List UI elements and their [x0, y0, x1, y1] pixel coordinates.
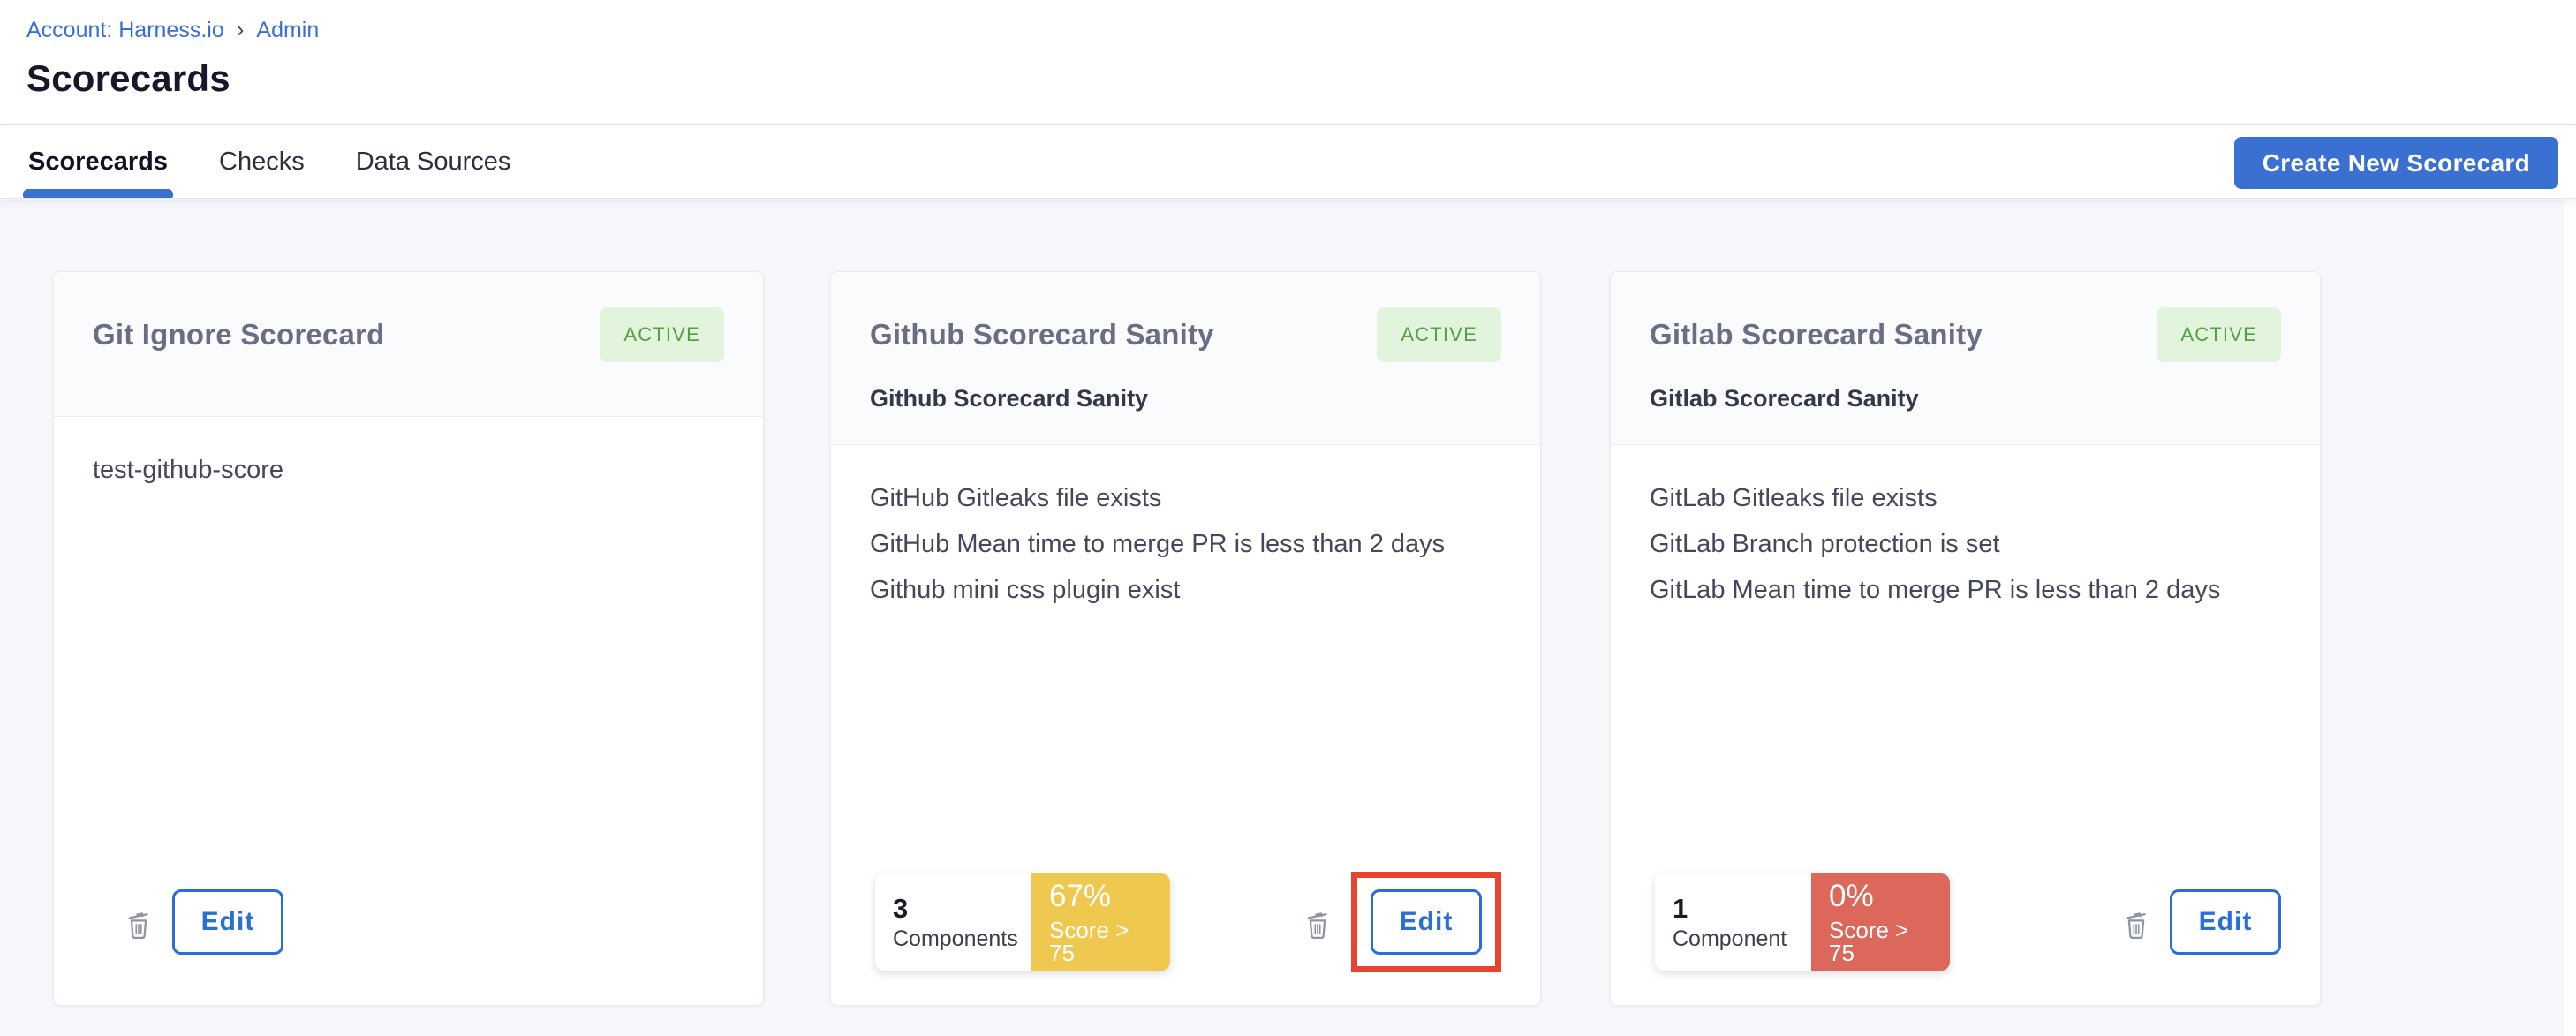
- scorecard-title: Github Scorecard Sanity: [870, 318, 1214, 351]
- score-percent: 67%: [1049, 878, 1112, 913]
- card-header: Github Scorecard Sanity ACTIVE Github Sc…: [831, 272, 1540, 445]
- annotation-highlight-box: Edit: [1351, 872, 1501, 972]
- content-area: Git Ignore Scorecard ACTIVE test-github-…: [0, 200, 2576, 1036]
- tab-data-sources[interactable]: Data Sources: [355, 147, 511, 176]
- status-badge: ACTIVE: [1377, 307, 1501, 362]
- scorecard-subtitle: Github Scorecard Sanity: [870, 385, 1149, 412]
- card-body: test-github-score: [54, 417, 763, 493]
- check-item: GitLab Gitleaks file exists: [1650, 484, 1938, 512]
- card-body: GitHub Gitleaks file exists GitHub Mean …: [831, 445, 1540, 613]
- score-label: Score > 75: [1829, 916, 1909, 966]
- delete-trash-icon[interactable]: [1302, 905, 1333, 940]
- score-percent: 0%: [1829, 878, 1874, 913]
- card-header: Git Ignore Scorecard ACTIVE: [54, 272, 763, 417]
- page-header: Account: Harness.io › Admin Scorecards: [0, 0, 2576, 124]
- edit-button[interactable]: Edit: [2170, 889, 2281, 955]
- card-footer: Edit: [54, 871, 763, 973]
- card-body: GitLab Gitleaks file exists GitLab Branc…: [1611, 445, 2320, 613]
- card-footer: 3 Components 67% Score > 75: [831, 871, 1540, 973]
- components-label: Components: [893, 926, 1018, 951]
- card-header: Gitlab Scorecard Sanity ACTIVE Gitlab Sc…: [1611, 272, 2320, 445]
- breadcrumb-admin-link[interactable]: Admin: [256, 18, 320, 42]
- scorecard-card-github-sanity: Github Scorecard Sanity ACTIVE Github Sc…: [830, 271, 1541, 1006]
- check-item: Github mini css plugin exist: [870, 576, 1181, 604]
- scorecard-title: Gitlab Scorecard Sanity: [1650, 318, 1983, 351]
- tab-checks[interactable]: Checks: [219, 147, 305, 176]
- stats-widget: 1 Component 0% Score > 75: [1655, 873, 1950, 971]
- scorecard-subtitle: Gitlab Scorecard Sanity: [1650, 385, 1919, 412]
- components-label: Component: [1673, 926, 1787, 951]
- scorecard-card-git-ignore: Git Ignore Scorecard ACTIVE test-github-…: [53, 271, 764, 1006]
- check-item: test-github-score: [93, 456, 283, 484]
- page-title: Scorecards: [26, 57, 230, 99]
- status-badge: ACTIVE: [2157, 307, 2281, 362]
- create-new-scorecard-button[interactable]: Create New Scorecard: [2233, 137, 2558, 189]
- score-badge: 67% Score > 75: [1031, 873, 1170, 971]
- tab-scorecards[interactable]: Scorecards: [23, 125, 173, 198]
- delete-trash-icon[interactable]: [123, 905, 155, 940]
- scrollbar-track[interactable]: [2564, 200, 2576, 1036]
- scorecard-card-gitlab-sanity: Gitlab Scorecard Sanity ACTIVE Gitlab Sc…: [1610, 271, 2321, 1006]
- score-badge: 0% Score > 75: [1811, 873, 1950, 971]
- delete-trash-icon[interactable]: [2120, 905, 2152, 940]
- components-count: 1: [1673, 892, 1688, 924]
- tab-list: Scorecards Checks Data Sources: [23, 125, 511, 198]
- tab-bar: Scorecards Checks Data Sources Create Ne…: [0, 124, 2576, 199]
- edit-button[interactable]: Edit: [1371, 889, 1482, 955]
- check-item: GitHub Gitleaks file exists: [870, 484, 1162, 512]
- check-item: GitLab Branch protection is set: [1650, 530, 2000, 558]
- chevron-right-icon: ›: [236, 15, 245, 42]
- check-item: GitLab Mean time to merge PR is less tha…: [1650, 576, 2221, 604]
- edit-button[interactable]: Edit: [172, 889, 283, 955]
- stats-widget: 3 Components 67% Score > 75: [875, 873, 1170, 971]
- scorecard-title: Git Ignore Scorecard: [93, 318, 385, 351]
- card-footer: 1 Component 0% Score > 75: [1611, 871, 2320, 973]
- breadcrumb-account-link[interactable]: Account: Harness.io: [26, 18, 224, 42]
- status-badge: ACTIVE: [600, 307, 724, 362]
- components-count: 3: [893, 892, 909, 924]
- check-item: GitHub Mean time to merge PR is less tha…: [870, 530, 1446, 558]
- score-label: Score > 75: [1049, 916, 1129, 966]
- breadcrumb: Account: Harness.io › Admin: [26, 18, 2576, 43]
